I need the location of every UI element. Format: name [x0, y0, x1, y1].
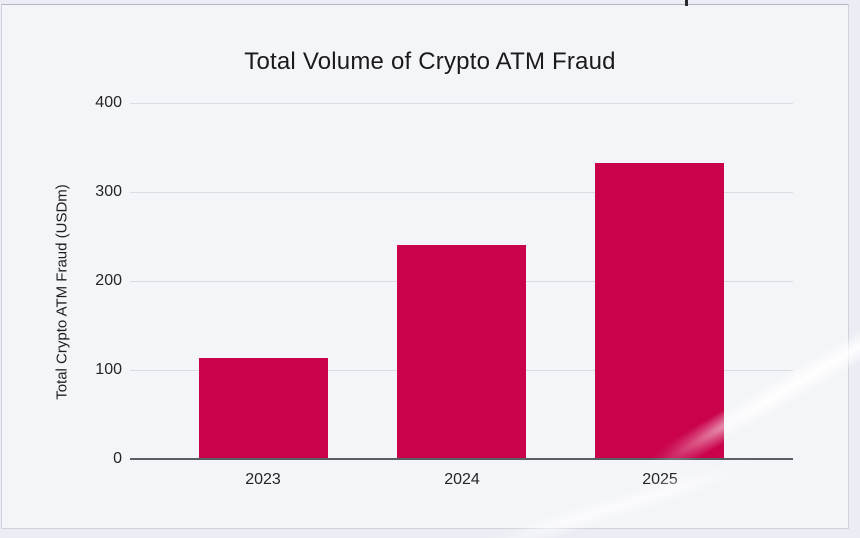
bar-2024 [397, 245, 526, 459]
bar-2023 [199, 358, 328, 459]
screenshot-artifact-mark [685, 0, 688, 6]
y-tick-label-0: 0 [113, 450, 122, 467]
y-tick-label-200: 200 [95, 272, 122, 289]
gridline-300 [130, 192, 793, 193]
x-axis-line [130, 458, 793, 460]
x-axis-tick-labels: 2023 2024 2025 [130, 470, 793, 492]
bar-2025 [595, 163, 724, 459]
x-tick-label-2023: 2023 [245, 471, 281, 488]
y-tick-label-400: 400 [95, 94, 122, 111]
chart-title: Total Volume of Crypto ATM Fraud [244, 48, 616, 75]
plot-area [130, 103, 793, 460]
x-tick-label-2024: 2024 [444, 471, 480, 488]
y-tick-label-300: 300 [95, 183, 122, 200]
gridline-400 [130, 103, 793, 104]
y-axis-tick-labels: 0 100 200 300 400 [58, 94, 122, 467]
x-tick-label-2025: 2025 [642, 471, 678, 488]
y-tick-label-100: 100 [95, 361, 122, 378]
